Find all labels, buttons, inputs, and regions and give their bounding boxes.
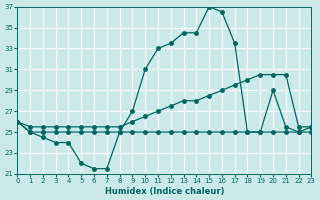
- X-axis label: Humidex (Indice chaleur): Humidex (Indice chaleur): [105, 187, 224, 196]
